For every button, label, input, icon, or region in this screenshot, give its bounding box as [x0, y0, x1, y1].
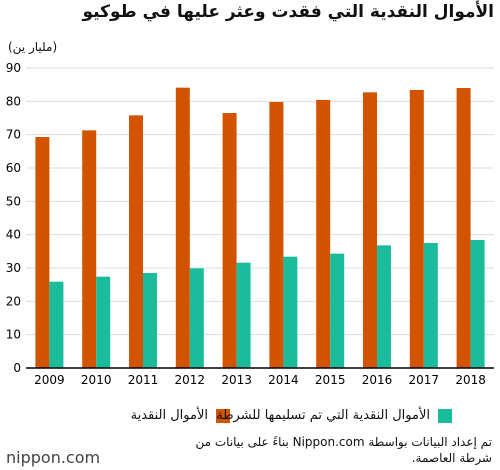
bar-returned-2015 — [330, 253, 345, 368]
bar-lost-2012 — [175, 87, 190, 369]
y-tick-label: 70 — [6, 128, 21, 142]
legend-label-returned: الأموال النقدية التي تم تسليمها للشرطة — [216, 408, 430, 423]
legend-label-lost: الأموال النقدية — [130, 408, 208, 423]
x-tick-label: 2015 — [315, 373, 346, 387]
x-tick-label: 2017 — [409, 373, 440, 387]
bar-lost-2013 — [222, 113, 237, 368]
bar-lost-2018 — [456, 88, 471, 368]
y-tick-label: 80 — [6, 94, 21, 108]
bar-chart: 0 10 20 30 40 50 60 70 80 90 2009 2010 2011 2012 2013… — [6, 61, 494, 387]
legend-item-lost: الأموال النقدية — [131, 408, 230, 423]
source-note: تم إعداد البيانات بواسطة Nippon.com بناء… — [195, 435, 492, 465]
y-tick-label: 40 — [6, 228, 21, 242]
bar-returned-2014 — [283, 256, 298, 368]
chart-title: الأموال النقدية التي فقدت وعثر عليها في … — [82, 2, 494, 22]
bar-lost-2016 — [363, 92, 377, 368]
bar-returned-2011 — [143, 273, 157, 368]
y-tick-label: 60 — [6, 161, 21, 175]
y-tick-label: 20 — [6, 294, 21, 308]
bar-returned-2017 — [423, 243, 438, 368]
y-tick-label: 0 — [13, 361, 21, 375]
x-tick-label: 2018 — [455, 373, 486, 387]
bar-lost-2017 — [409, 90, 424, 368]
bar-returned-2009 — [49, 281, 64, 368]
x-tick-label: 2012 — [175, 373, 206, 387]
x-tick-label: 2009 — [34, 373, 65, 387]
x-tick-label: 2011 — [128, 373, 159, 387]
y-tick-labels: 0 10 20 30 40 50 60 70 80 90 — [6, 61, 21, 375]
x-tick-label: 2016 — [362, 373, 393, 387]
bar-returned-2012 — [189, 268, 204, 368]
bar-returned-2013 — [236, 262, 251, 368]
y-axis-unit-label: (مليار ين) — [8, 40, 58, 54]
bar-lost-2011 — [129, 115, 143, 368]
bar-lost-2010 — [82, 130, 97, 368]
bar-returned-2010 — [96, 276, 111, 368]
bar-lost-2014 — [269, 102, 284, 368]
legend-swatch-lost — [216, 408, 230, 423]
bar-returned-2016 — [377, 245, 391, 368]
x-tick-labels: 2009 2010 2011 2012 2013 2014 2015 2016 2017 2018 — [34, 373, 486, 387]
x-tick-label: 2010 — [81, 373, 112, 387]
legend-swatch-returned — [438, 408, 452, 423]
y-tick-label: 90 — [6, 61, 21, 75]
bar-lost-2009 — [35, 137, 50, 368]
y-tick-label: 10 — [6, 328, 21, 342]
bars — [35, 87, 485, 369]
nippon-logo: nippon.com — [6, 448, 101, 467]
legend-item-returned: الأموال النقدية التي تم تسليمها للشرطة — [216, 408, 452, 423]
x-tick-label: 2014 — [268, 373, 299, 387]
bar-lost-2015 — [316, 100, 331, 368]
y-tick-label: 30 — [6, 261, 21, 275]
x-tick-label: 2013 — [221, 373, 252, 387]
bar-returned-2018 — [470, 240, 485, 368]
y-tick-label: 50 — [6, 194, 21, 208]
